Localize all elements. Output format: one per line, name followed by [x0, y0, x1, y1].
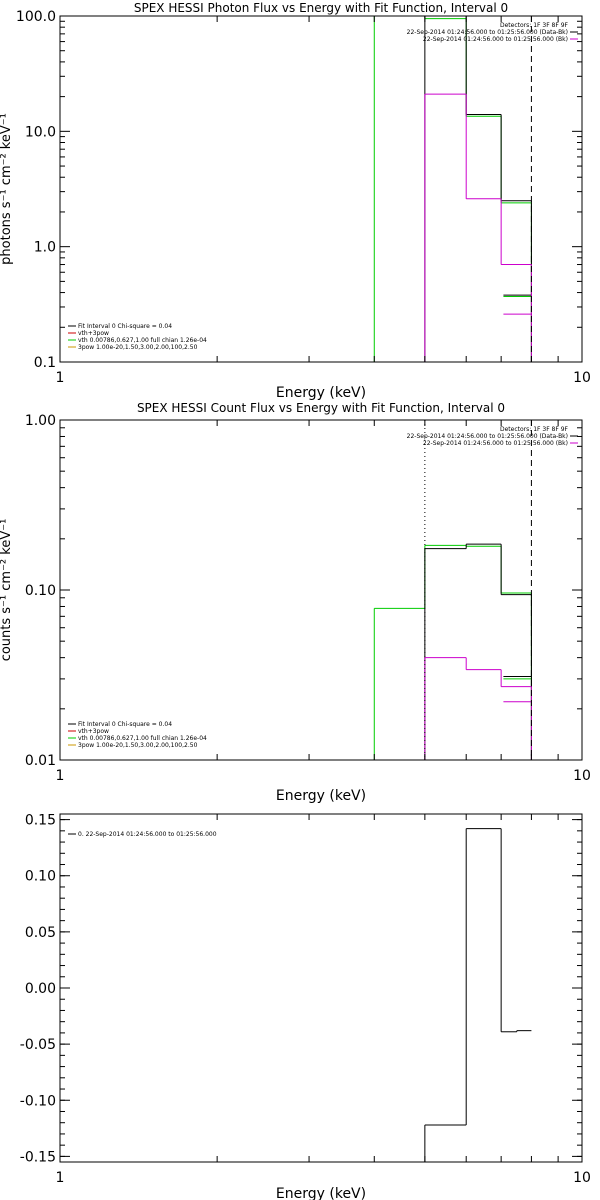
- chart0-axes-box: [59, 15, 583, 363]
- chart2-xtick-label1: 10: [573, 1170, 591, 1186]
- chart1-info-1: 22-Sep-2014 01:24:56.000 to 01:25:56.000…: [407, 433, 568, 440]
- chart0-legend-entry3: 3pow 1.00e-20,1.50,3.00,2.00,100,2.50: [78, 344, 198, 351]
- chart2-xtick-label0: 1: [56, 1170, 65, 1186]
- chart1-ytick-label1: 0.10: [25, 583, 56, 599]
- chart0-ylabel: photons s⁻¹ cm⁻² keV⁻¹: [0, 113, 14, 265]
- chart1-panel: SPEX HESSI Count Flux vs Energy with Fit…: [0, 401, 591, 804]
- chart1-info-2: 22-Sep-2014 01:24:56.000 to 01:25:56.000…: [423, 440, 568, 447]
- chart0-legend-entry2: vth 0.00786,0.627,1.00 full chian 1.26e-…: [78, 337, 207, 344]
- chart1-legend-entry1: vth+3pow: [78, 728, 109, 735]
- chart2-ytick-label2: 0.05: [25, 925, 56, 941]
- chart0-ytick-label1: 10.0: [25, 124, 56, 140]
- chart0-info-0: Detectors: 1F 3F 8F 9F: [500, 22, 569, 29]
- chart0-info-2: 22-Sep-2014 01:24:56.000 to 01:25:56.000…: [423, 36, 568, 43]
- chart0-info-1: 22-Sep-2014 01:24:56.000 to 01:25:56.000…: [407, 29, 568, 36]
- chart1-xlabel: Energy (keV): [276, 788, 366, 804]
- chart1-legend-entry0: Fit Interval 0 Chi-square = 0.04: [78, 721, 172, 728]
- chart0-legend-entry1: vth+3pow: [78, 330, 109, 337]
- chart1-legend-entry2: vth 0.00786,0.627,1.00 full chian 1.26e-…: [78, 735, 207, 742]
- chart1-ytick-label0: 1.00: [25, 413, 56, 429]
- chart1-ytick-label2: 0.01: [25, 753, 56, 769]
- chart1-xtick-label1: 10: [573, 768, 591, 784]
- chart1-title: SPEX HESSI Count Flux vs Energy with Fit…: [137, 401, 505, 415]
- chart0-xlabel: Energy (keV): [276, 385, 366, 401]
- chart0-ytick-label2: 1.0: [34, 240, 56, 256]
- chart0-legend-entry0: Fit Interval 0 Chi-square = 0.04: [78, 323, 172, 330]
- chart0-xtick-label0: 1: [56, 370, 65, 386]
- chart1-xtick-label0: 1: [56, 768, 65, 784]
- chart0-xtick-label1: 10: [573, 370, 591, 386]
- chart2-ytick-label6: -0.15: [20, 1149, 56, 1165]
- chart0-ytick-label3: 0.1: [34, 355, 56, 371]
- chart1-axes-box: [59, 419, 583, 761]
- chart2-ytick-label4: -0.05: [20, 1037, 56, 1053]
- chart2-ytick-label5: -0.10: [20, 1093, 56, 1109]
- chart2-xlabel: Energy (keV): [276, 1186, 366, 1200]
- chart2-legend-entry0: 0. 22-Sep-2014 01:24:56.000 to 01:25:56.…: [78, 831, 217, 838]
- chart2-axes-box: [59, 813, 583, 1163]
- chart1-legend-entry3: 3pow 1.00e-20,1.50,3.00,2.00,100,2.50: [78, 742, 198, 749]
- chart2-ytick-label0: 0.15: [25, 813, 56, 829]
- chart0-title: SPEX HESSI Photon Flux vs Energy with Fi…: [134, 1, 508, 15]
- chart0-panel: SPEX HESSI Photon Flux vs Energy with Fi…: [0, 1, 591, 401]
- chart2-panel: 0.15 0.10 0.05 0.00 -0.05 -0.10 -0.151 10 Energy…: [20, 813, 591, 1200]
- chart0-ytick-label0: 100.0: [16, 9, 56, 25]
- chart1-ylabel: counts s⁻¹ cm⁻² keV⁻¹: [0, 519, 14, 662]
- chart1-info-0: Detectors: 1F 3F 8F 9F: [500, 426, 569, 433]
- chart2-ytick-label1: 0.10: [25, 869, 56, 885]
- chart2-ytick-label3: 0.00: [25, 981, 56, 997]
